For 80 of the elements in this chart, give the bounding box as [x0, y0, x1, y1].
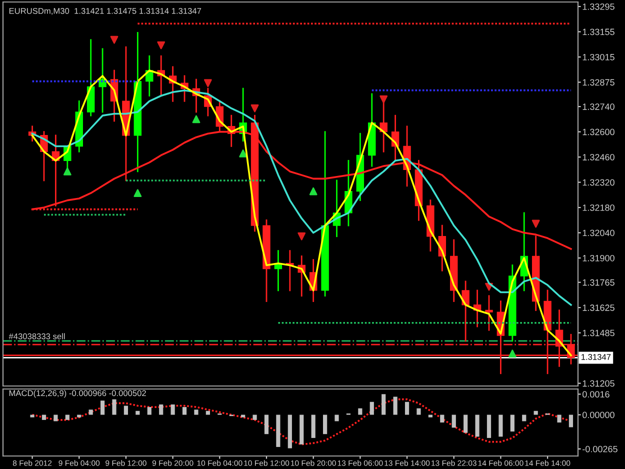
- y-tick-label: 1.32180: [582, 204, 614, 211]
- ref-line-label: #43038333 sell: [8, 333, 65, 340]
- text: EURUSDm,M30 1.31421 1.31475 1.31314 1.31347: [9, 8, 202, 15]
- bar: [182, 407, 187, 415]
- bar: [65, 414, 70, 420]
- bar: [358, 408, 362, 415]
- bar: [475, 414, 480, 437]
- point: [110, 36, 118, 44]
- bar: [486, 414, 492, 438]
- bar: [77, 414, 82, 418]
- y-tick-label: 1.32320: [582, 179, 614, 186]
- bar: [404, 402, 410, 415]
- point: [192, 115, 200, 124]
- y-tick-label: 1.32040: [582, 230, 614, 236]
- bar: [88, 410, 93, 415]
- bar: [557, 414, 562, 422]
- point: [250, 104, 259, 112]
- y-tick-label: 1.32740: [582, 104, 614, 110]
- point: [508, 350, 516, 358]
- bar: [30, 414, 34, 418]
- y-tick-label: 1.31205: [582, 380, 614, 387]
- y-tick-label: 1.32875: [582, 79, 614, 86]
- bar: [428, 414, 432, 418]
- candlestick: [485, 295, 493, 331]
- bar: [322, 414, 328, 434]
- bar: [264, 414, 269, 434]
- bar: [498, 414, 503, 437]
- bar: [276, 414, 280, 447]
- bar: [300, 414, 304, 444]
- point: [298, 232, 306, 240]
- y-tick-label: 1.33295: [582, 3, 614, 10]
- bar: [170, 404, 175, 415]
- y-tick-label: -0.00265: [582, 446, 618, 452]
- bar: [393, 396, 398, 415]
- bar: [440, 414, 444, 422]
- bar: [124, 406, 128, 415]
- bar: [159, 404, 164, 415]
- bar: [416, 408, 421, 415]
- point: [134, 189, 142, 198]
- chart-title: MACD(12,26,9) -0.000966 -0.000502: [9, 390, 146, 398]
- y-tick-label: 1.32460: [582, 154, 614, 160]
- point: [239, 149, 248, 158]
- ref-line-label: 1.31347: [582, 354, 611, 360]
- y-tick-label: 1.31485: [582, 330, 614, 336]
- candlestick: [462, 280, 470, 342]
- y-tick-label: 1.31765: [582, 279, 614, 286]
- y-tick-label: 0.0016: [582, 391, 610, 398]
- bar: [452, 414, 456, 428]
- y-tick-label: 1.33015: [582, 54, 614, 60]
- point: [309, 187, 318, 196]
- bar: [534, 410, 538, 415]
- bar: [100, 400, 105, 415]
- point: [380, 95, 388, 104]
- bar: [54, 414, 58, 422]
- bar: [311, 414, 316, 438]
- bar: [112, 399, 116, 415]
- bar: [241, 414, 246, 418]
- bar: [522, 414, 526, 422]
- bar: [147, 407, 152, 415]
- bar: [334, 414, 339, 422]
- bar: [288, 414, 292, 448]
- bar: [568, 414, 574, 428]
- point: [157, 41, 166, 50]
- bar: [382, 394, 386, 415]
- y-tick-label: 1.33155: [582, 28, 614, 36]
- bar: [464, 414, 468, 433]
- point: [532, 220, 540, 228]
- bar: [510, 414, 514, 432]
- point: [204, 79, 212, 88]
- bar: [136, 410, 140, 415]
- bar: [206, 410, 210, 415]
- bar: [42, 414, 46, 420]
- y-tick-label: 1.32600: [582, 128, 614, 136]
- bar: [194, 410, 198, 415]
- y-tick-label: 1.31625: [582, 304, 614, 311]
- point: [63, 168, 72, 176]
- y-tick-label: 1.31900: [582, 254, 614, 262]
- bar: [252, 414, 257, 420]
- bar: [370, 402, 374, 415]
- y-tick-label: 0.00000: [582, 412, 614, 418]
